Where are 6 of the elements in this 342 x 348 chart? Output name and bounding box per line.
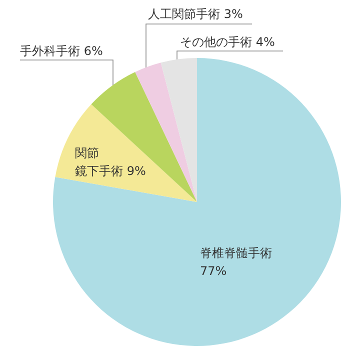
slice-label: 関節鏡下手術 9% (75, 146, 146, 178)
slice-label: 手外科手術 6% (20, 44, 103, 58)
slice-label: 脊椎脊髄手術 (200, 246, 272, 260)
slice-label: その他の手術 4% (180, 35, 275, 49)
slice-label: 人工関節手術 3% (148, 7, 243, 21)
data-label: 77% (200, 264, 227, 278)
